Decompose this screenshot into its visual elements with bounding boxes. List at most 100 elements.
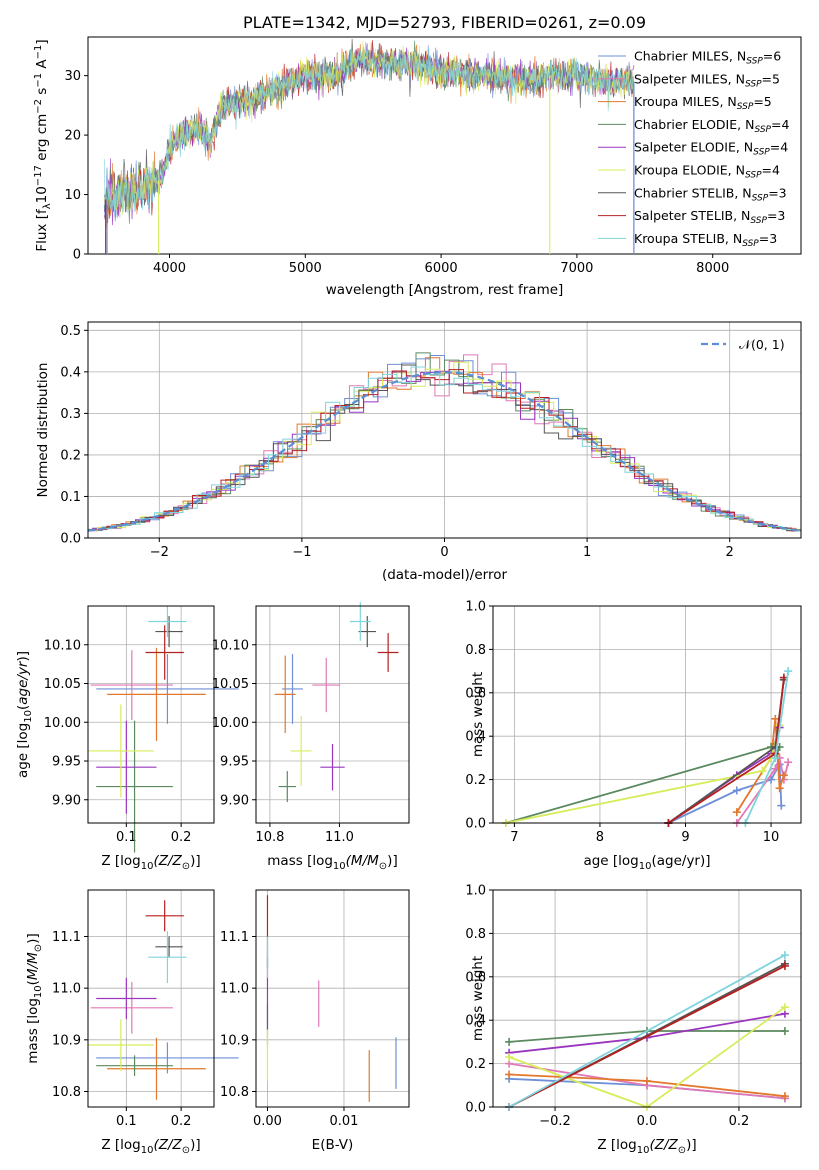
y-tick-label: 10.8 <box>52 1085 81 1100</box>
x-tick-label: 0.2 <box>171 1114 192 1129</box>
y-tick-label: 0.5 <box>60 324 81 339</box>
y-tick-label: 0.3 <box>60 407 81 422</box>
x-tick-label: 0.01 <box>329 1114 358 1129</box>
x-tick-label: 0.1 <box>116 830 137 845</box>
x-tick-label: 5000 <box>289 261 322 276</box>
axis-label-part: )] <box>686 1137 697 1153</box>
legend-label: =5 <box>753 94 771 109</box>
y-tick-label: 0.0 <box>465 1101 486 1116</box>
y-axis-label-part: mass [log <box>25 998 41 1064</box>
axis-label-part: )] <box>387 853 398 869</box>
y-axis-label-part: ] <box>34 39 50 44</box>
legend-label: Salpeter MILES, N <box>634 71 745 86</box>
x-tick-label: 0.2 <box>171 830 192 845</box>
x-tick-label: 10.8 <box>255 830 284 845</box>
y-axis-label: mass weight <box>470 956 486 1041</box>
axis-label-subscript: ⊙ <box>678 1145 686 1156</box>
y-axis-label-part: λ <box>42 203 53 209</box>
mass-weight-line <box>667 727 781 824</box>
y-tick-label: 10.00 <box>44 716 81 731</box>
legend-entry: Salpeter STELIB, NSSP=3 <box>634 208 785 226</box>
legend-label: Chabrier MILES, N <box>634 49 746 64</box>
y-axis-label-part: erg cm <box>34 114 50 165</box>
axis-label-part: (Z/Z <box>649 1137 678 1153</box>
y-tick-label: 0.4 <box>60 365 81 380</box>
gaussian-reference-line <box>88 371 801 532</box>
legend-entry: Salpeter MILES, NSSP=5 <box>634 71 780 89</box>
x-tick-label: 10 <box>763 830 780 845</box>
y-tick-label: 0.1 <box>60 490 81 505</box>
spectrum-line <box>103 41 635 219</box>
y-tick-label: 0.0 <box>60 532 81 547</box>
legend-subscript: SSP <box>737 102 754 112</box>
legend-label: =4 <box>770 140 788 155</box>
legend-entry: Chabrier ELODIE, NSSP=4 <box>634 117 789 135</box>
legend-label: =3 <box>768 185 786 200</box>
y-tick-label: 11.0 <box>220 982 249 997</box>
y-tick-label: 30 <box>64 69 81 84</box>
x-tick-label: 0 <box>440 545 448 560</box>
legend-entry: Chabrier STELIB, NSSP=3 <box>634 185 787 203</box>
x-tick-label: −2 <box>150 545 169 560</box>
y-axis-label-part: ( <box>25 980 41 985</box>
legend-label: =3 <box>759 231 777 246</box>
y-axis-label-part: s <box>34 88 50 99</box>
y-tick-label: 0.6 <box>465 970 486 985</box>
y-axis-label-part: Flux [f <box>34 208 50 252</box>
mass-weight-line <box>508 954 786 1108</box>
y-tick-label: 0.8 <box>465 643 486 658</box>
y-tick-label: 10.05 <box>212 677 249 692</box>
legend-subscript: SSP <box>742 239 759 249</box>
y-tick-label: 0.2 <box>60 448 81 463</box>
axes-frame-5 <box>87 889 215 1108</box>
y-axis-label: mass [log10(M/M⊙)] <box>25 933 44 1063</box>
x-axis-label: age [log10(age/yr)] <box>583 853 710 872</box>
legend-subscript: SSP <box>746 57 763 67</box>
y-axis-label-part: M/M <box>25 952 41 980</box>
axis-label-part: Z [log <box>101 1137 140 1153</box>
y-tick-label: 10.10 <box>44 638 81 653</box>
axis-label-part: age [log <box>583 853 638 869</box>
x-tick-label: 4000 <box>153 261 186 276</box>
x-tick-label: 7000 <box>560 261 593 276</box>
axis-label-subscript: 10 <box>639 861 652 872</box>
legend-label: Salpeter ELODIE, N <box>634 140 753 155</box>
y-axis-label: age [log10(age/yr)] <box>15 651 34 778</box>
chart-title: PLATE=1342, MJD=52793, FIBERID=0261, z=0… <box>243 13 646 32</box>
x-axis-label: Z [log10(Z/Z⊙)] <box>101 853 200 872</box>
y-axis-label-part: A <box>34 59 50 73</box>
axis-label-part: (M/M <box>346 853 379 869</box>
axis-label-part: (Z/Z <box>153 853 182 869</box>
legend-subscript: SSP <box>745 171 762 181</box>
x-tick-label: 6000 <box>425 261 458 276</box>
y-axis-label-part: −1 <box>33 73 44 88</box>
y-tick-label: 10.10 <box>212 638 249 653</box>
legend-label: Salpeter STELIB, N <box>634 208 750 223</box>
x-tick-label: −1 <box>292 545 311 560</box>
legend-label: Chabrier STELIB, N <box>634 185 752 200</box>
legend-label: Kroupa STELIB, N <box>634 231 742 246</box>
legend-subscript: SSP <box>745 79 762 89</box>
y-axis-label-part: 10 <box>33 985 44 998</box>
axis-label-part: Z [log <box>597 1137 636 1153</box>
axis-label-subscript: ⊙ <box>182 1145 190 1156</box>
legend-subscript: SSP <box>750 216 767 226</box>
axis-label-part: (age/yr)] <box>651 853 710 869</box>
legend-entry: Salpeter ELODIE, NSSP=4 <box>634 140 788 158</box>
legend-label: Kroupa MILES, N <box>634 94 737 109</box>
legend-entry: Kroupa STELIB, NSSP=3 <box>634 231 777 249</box>
x-tick-label: 0.00 <box>253 1114 282 1129</box>
axes-frame-2 <box>87 605 215 824</box>
axis-label-part: Z [log <box>101 853 140 869</box>
x-axis-label: wavelength [Angstrom, rest frame] <box>326 282 564 298</box>
y-axis-label-part: −1 <box>33 45 44 60</box>
axis-label-subscript: 10 <box>141 861 154 872</box>
axis-label-part: mass [log <box>267 853 333 869</box>
x-axis-label: mass [log10(M/M⊙)] <box>267 853 397 872</box>
y-axis-label-part: )] <box>15 651 31 662</box>
y-tick-label: 0.8 <box>465 927 486 942</box>
y-tick-label: 11.1 <box>220 930 249 945</box>
y-tick-label: 0.4 <box>465 730 486 745</box>
y-tick-label: 10.8 <box>220 1085 249 1100</box>
